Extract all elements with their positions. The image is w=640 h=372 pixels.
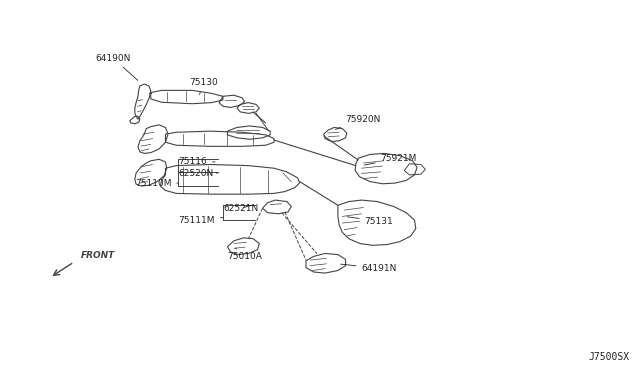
Text: 75920N: 75920N [335, 115, 381, 129]
Text: FRONT: FRONT [81, 250, 115, 260]
Text: 64191N: 64191N [340, 264, 397, 273]
Text: 75110M: 75110M [135, 179, 178, 187]
Text: 75111M: 75111M [178, 216, 223, 225]
Text: 75116: 75116 [178, 157, 215, 166]
Text: 64190N: 64190N [95, 54, 138, 80]
Text: 75130: 75130 [189, 78, 218, 94]
Text: 62521N: 62521N [223, 204, 258, 213]
Text: 75010A: 75010A [227, 248, 262, 261]
Text: J7500SX: J7500SX [589, 352, 630, 362]
Text: 75921M: 75921M [364, 154, 417, 165]
Text: 62520N: 62520N [178, 169, 218, 177]
Text: 75131: 75131 [347, 217, 394, 226]
